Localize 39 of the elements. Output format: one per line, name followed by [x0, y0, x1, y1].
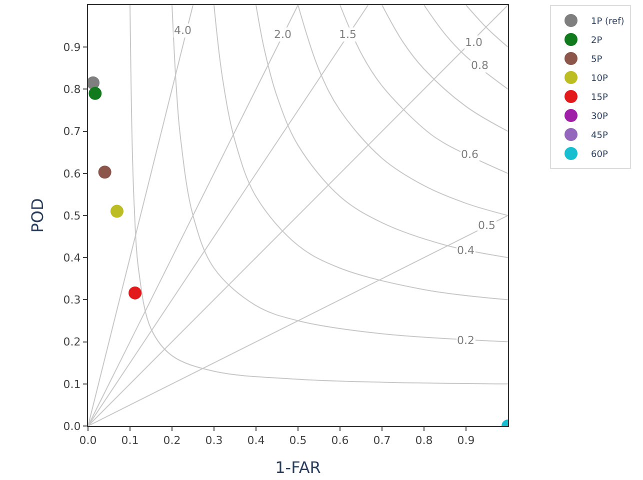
annotation: 1.0	[465, 36, 482, 49]
legend-label: 30P	[591, 112, 608, 122]
legend-label: 60P	[591, 150, 608, 160]
x-tick-label: 0.8	[415, 434, 433, 448]
x-tick-label: 0.7	[373, 434, 391, 448]
x-tick-label: 0.2	[163, 434, 181, 448]
legend-label: 10P	[591, 74, 608, 84]
x-tick-label: 0.1	[121, 434, 139, 448]
annotation: 1.5	[339, 28, 356, 41]
y-tick-label: 0.8	[63, 83, 81, 96]
legend-label: 1P (ref)	[591, 17, 624, 28]
x-tick-label: 0.3	[205, 434, 223, 448]
annotation: 0.5	[478, 219, 496, 232]
annotation: 0.2	[457, 334, 474, 347]
y-tick-label: 0.6	[63, 167, 81, 180]
x-tick-label: 0.5	[289, 434, 307, 448]
x-tick-label: 0.0	[79, 434, 97, 448]
y-tick-label: 0.7	[63, 125, 81, 138]
y-tick-label: 0.4	[63, 251, 81, 264]
y-tick-label: 0.2	[63, 336, 81, 349]
legend-label: 45P	[591, 131, 608, 142]
y-tick-label: 0.3	[63, 294, 81, 307]
x-tick-label: 0.6	[331, 434, 349, 448]
annotation: 0.8	[471, 59, 488, 72]
x-axis-title: 1-FAR	[275, 458, 321, 477]
y-axis-title: POD	[28, 198, 48, 233]
annotation: 0.4	[457, 244, 474, 257]
x-tick-label: 0.9	[457, 434, 475, 448]
annotation: 0.6	[461, 148, 478, 161]
y-tick-label: 0.9	[63, 40, 81, 54]
y-tick-label: 0.0	[63, 420, 81, 433]
legend-label: 5P	[591, 55, 603, 66]
y-tick-label: 0.5	[63, 209, 81, 222]
legend-label: 2P	[591, 36, 603, 46]
x-tick-label: 0.4	[247, 434, 265, 448]
legend-label: 15P	[591, 93, 608, 104]
annotation: 2.0	[274, 28, 292, 41]
y-tick-label: 0.1	[63, 378, 81, 391]
annotation: 4.0	[174, 24, 192, 37]
